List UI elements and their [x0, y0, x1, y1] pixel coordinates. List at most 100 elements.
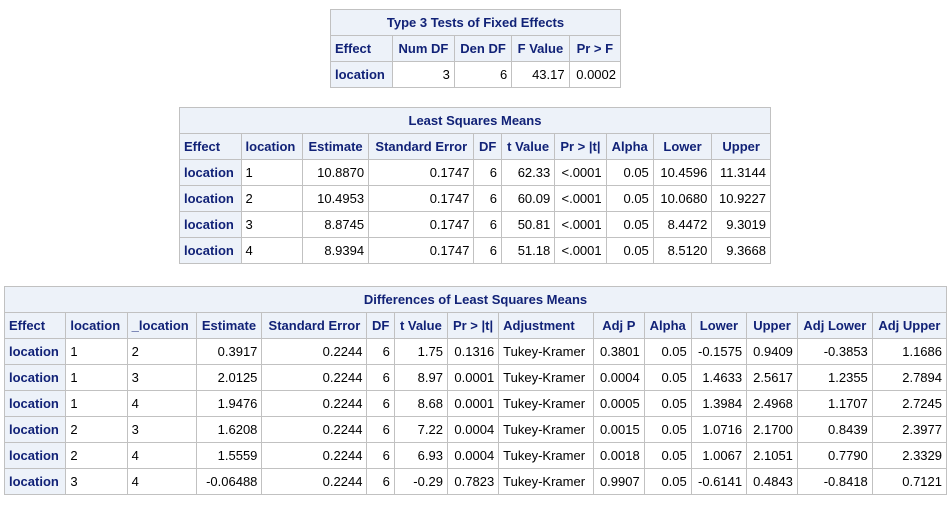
table-cell: <.0001 — [554, 185, 607, 212]
table-cell: 2.4968 — [746, 390, 798, 417]
table-cell: 6 — [366, 364, 395, 391]
table-cell: 10.4953 — [302, 185, 370, 212]
table-cell: 6 — [453, 61, 513, 88]
table-cell: 0.05 — [643, 390, 692, 417]
row-header: location — [179, 237, 242, 264]
row-header: location — [3, 468, 67, 495]
table-cell: 0.1747 — [368, 211, 475, 238]
table-cell: <.0001 — [554, 237, 607, 264]
column-header: Adjustment — [498, 312, 594, 339]
table-cell: 11.3144 — [711, 159, 771, 186]
row-header: location — [3, 442, 67, 469]
table-cell: Tukey-Kramer — [498, 416, 594, 443]
row-header: location — [179, 185, 242, 212]
table-cell: 0.0005 — [592, 390, 645, 417]
table-cell: 1.6208 — [195, 416, 263, 443]
table-cell: 4 — [126, 442, 197, 469]
table-caption: Type 3 Tests of Fixed Effects — [330, 9, 621, 36]
column-header: Lower — [690, 312, 748, 339]
table-cell: 43.17 — [511, 61, 570, 88]
column-header: Pr > |t| — [446, 312, 500, 339]
table-cell: 6 — [366, 390, 395, 417]
row-header: location — [3, 364, 67, 391]
table-cell: 6 — [366, 442, 395, 469]
table-cell: 4 — [126, 468, 197, 495]
table-cell: 0.05 — [605, 211, 654, 238]
table-cell: 1 — [65, 390, 128, 417]
column-header: t Value — [500, 133, 556, 160]
table-cell: 0.4843 — [746, 468, 798, 495]
table-row: location 1 3 2.0125 0.2244 6 8.97 0.0001 Tukey-K… — [3, 364, 948, 391]
table-cell: 1.5559 — [195, 442, 263, 469]
table-cell: -0.29 — [393, 468, 448, 495]
column-header: Upper — [711, 133, 771, 160]
table-cell: 2 — [126, 338, 197, 365]
table-cell: 0.2244 — [261, 338, 368, 365]
table-cell: 0.1747 — [368, 159, 475, 186]
table-cell: 2.7245 — [871, 390, 948, 417]
table-cell: 2.1700 — [746, 416, 798, 443]
table-cell: 1.9476 — [195, 390, 263, 417]
column-header: Standard Error — [368, 133, 475, 160]
column-header: Upper — [746, 312, 798, 339]
table-cell: 1.75 — [393, 338, 448, 365]
table-row: location 1 10.8870 0.1747 6 62.33 <.0001 0.05 10… — [179, 159, 771, 186]
table-cell: Tukey-Kramer — [498, 364, 594, 391]
table-cell: 1.0716 — [690, 416, 748, 443]
table-cell: 0.9409 — [746, 338, 798, 365]
table-row: location 3 6 43.17 0.0002 — [330, 61, 622, 88]
table-cell: -0.1575 — [690, 338, 748, 365]
column-header: location — [240, 133, 304, 160]
table-cell: 0.05 — [643, 364, 692, 391]
table-cell: 6 — [473, 211, 502, 238]
table-cell: 1.3984 — [690, 390, 748, 417]
table-caption: Least Squares Means — [179, 107, 771, 134]
column-header: Adj P — [592, 312, 645, 339]
table-cell: 6 — [366, 468, 395, 495]
table-cell: 1 — [65, 364, 128, 391]
column-header: t Value — [393, 312, 448, 339]
table-cell: 2.7894 — [871, 364, 948, 391]
table-cell: 2.3329 — [871, 442, 948, 469]
table-cell: 6 — [366, 338, 395, 365]
table-cell: 1 — [65, 338, 128, 365]
table-cell: 9.3019 — [711, 211, 771, 238]
table-cell: 0.05 — [605, 185, 654, 212]
column-header: Lower — [652, 133, 713, 160]
table-cell: 0.8439 — [796, 416, 873, 443]
column-header: DF — [366, 312, 395, 339]
table-cell: 0.05 — [643, 468, 692, 495]
type3-tests-table: Type 3 Tests of Fixed Effects Effect Num… — [330, 9, 622, 88]
table-cell: 0.1316 — [446, 338, 500, 365]
table-cell: 0.05 — [643, 442, 692, 469]
column-header: F Value — [511, 35, 570, 62]
table-cell: 62.33 — [500, 159, 556, 186]
table-cell: 4 — [126, 390, 197, 417]
table-cell: -0.3853 — [796, 338, 873, 365]
table-cell: 0.2244 — [261, 390, 368, 417]
table-cell: 0.05 — [605, 159, 654, 186]
table-cell: 8.68 — [393, 390, 448, 417]
table-cell: 0.1747 — [368, 185, 475, 212]
table-cell: 1.1707 — [796, 390, 873, 417]
table-cell: 2 — [240, 185, 304, 212]
table-row: location 1 2 0.3917 0.2244 6 1.75 0.1316 Tukey-K… — [3, 338, 948, 365]
table-cell: 7.22 — [393, 416, 448, 443]
table-cell: Tukey-Kramer — [498, 390, 594, 417]
column-header: Adj Upper — [871, 312, 948, 339]
table-cell: 4 — [240, 237, 304, 264]
table-cell: 3 — [126, 416, 197, 443]
table-cell: 8.5120 — [652, 237, 713, 264]
table-cell: 10.0680 — [652, 185, 713, 212]
table-caption: Differences of Least Squares Means — [4, 286, 947, 313]
table-cell: 0.0004 — [446, 442, 500, 469]
table-cell: 10.8870 — [302, 159, 370, 186]
table-cell: 0.05 — [605, 237, 654, 264]
table-cell: Tukey-Kramer — [498, 442, 594, 469]
table-cell: 8.8745 — [302, 211, 370, 238]
table-row: location 1 4 1.9476 0.2244 6 8.68 0.0001 Tukey-K… — [3, 390, 948, 417]
table-cell: 0.7790 — [796, 442, 873, 469]
table-cell: 2 — [65, 442, 128, 469]
table-row: location 2 4 1.5559 0.2244 6 6.93 0.0004 Tukey-K… — [3, 442, 948, 469]
table-cell: 50.81 — [500, 211, 556, 238]
